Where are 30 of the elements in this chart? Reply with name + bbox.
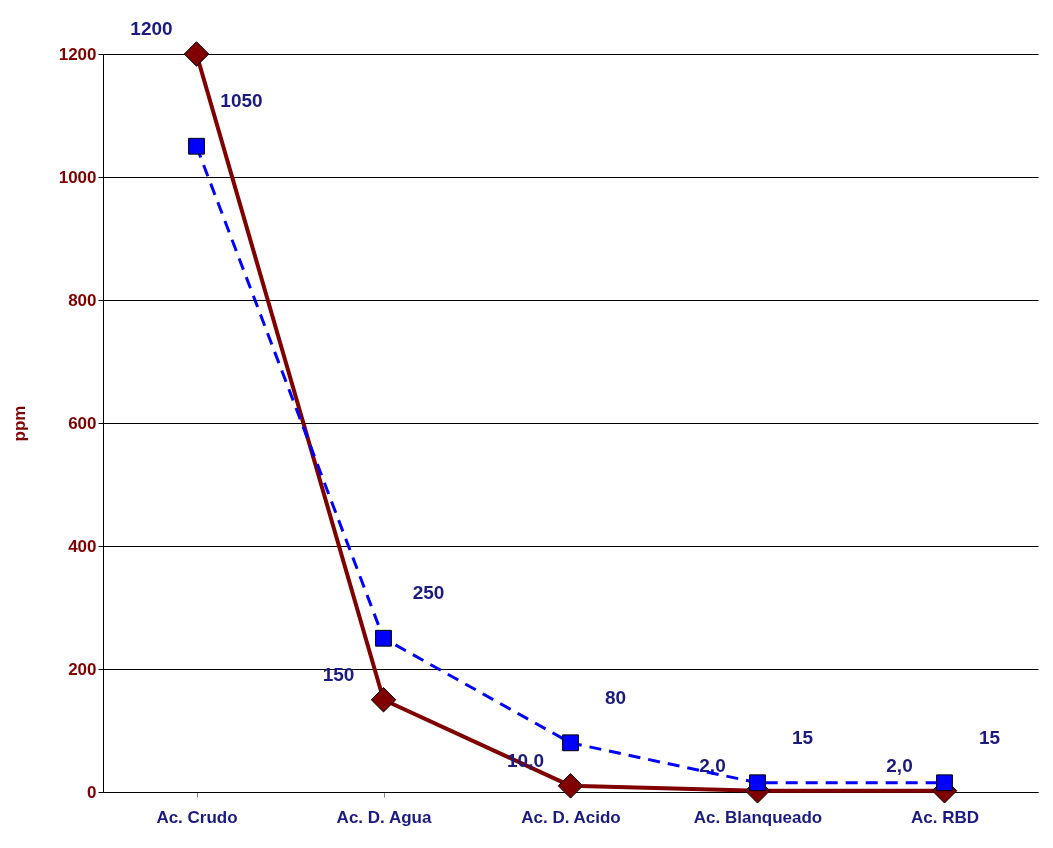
data-label: 1050 <box>220 90 263 112</box>
data-label: 250 <box>412 582 445 604</box>
x-tick-label: Ac. Crudo <box>156 807 238 827</box>
y-tick-label: 1200 <box>58 44 97 64</box>
x-tick-label: Ac. RBD <box>910 807 980 827</box>
point <box>188 137 205 155</box>
data-label: 150 <box>322 663 355 685</box>
point <box>183 41 210 67</box>
data-label: 2,0 <box>886 754 913 776</box>
point <box>557 773 584 799</box>
data-label: 15 <box>978 726 1001 748</box>
point <box>936 774 953 792</box>
y-tick-label: 0 <box>87 782 97 802</box>
data-label: 1200 <box>130 18 173 39</box>
y-tick-label: 200 <box>68 659 97 679</box>
data-label: 2,0 <box>699 754 726 776</box>
point <box>370 687 397 713</box>
point <box>749 774 766 792</box>
y-tick-label: 400 <box>68 536 97 556</box>
y-axis-title: ppm <box>9 405 29 442</box>
y-tick-label: 600 <box>68 413 97 433</box>
x-tick-label: Ac. Blanqueado <box>693 807 823 827</box>
data-label: 15 <box>791 726 814 748</box>
data-label: 80 <box>604 686 627 708</box>
x-tick-label: Ac. D. Acido <box>521 807 621 827</box>
y-tick-label: 800 <box>68 290 97 310</box>
point <box>562 734 579 752</box>
x-tick-label: Ac. D. Agua <box>336 807 432 827</box>
y-tick-label: 1000 <box>58 167 97 187</box>
point <box>375 629 392 647</box>
